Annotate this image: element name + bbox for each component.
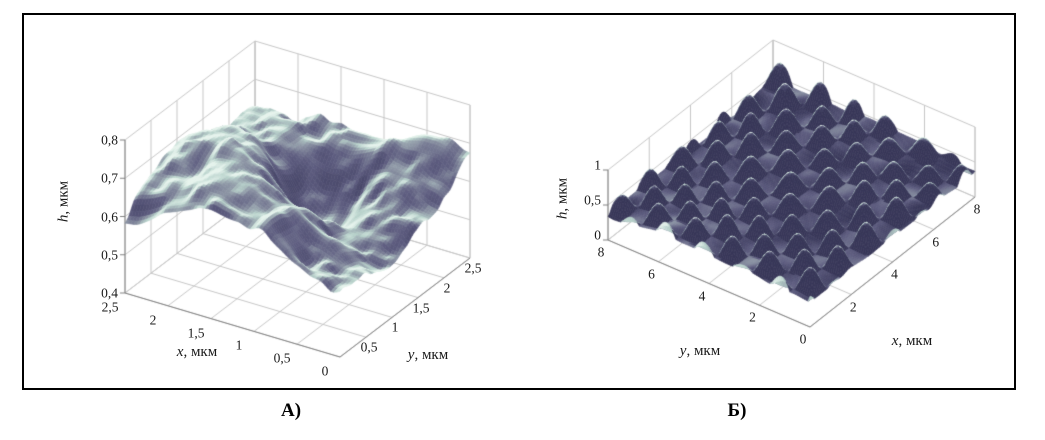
tick-label: 0,4 xyxy=(101,285,118,301)
tick-label: 0,7 xyxy=(101,170,118,186)
tick-label: 0,5 xyxy=(101,247,118,262)
tick-label: 2 xyxy=(443,280,451,296)
caption-panel-b: Б) xyxy=(727,400,747,421)
plot-b-z-axis-label: h, мкм xyxy=(554,159,571,239)
tick-label: 2 xyxy=(149,312,157,328)
tick-label: 2 xyxy=(749,309,756,325)
tick-label: 1,5 xyxy=(187,324,205,340)
tick-label: 1 xyxy=(594,157,601,173)
plot-a-z-axis-var: h xyxy=(55,214,72,223)
plot-b-z-axis-unit: , мкм xyxy=(554,177,571,212)
tick-label: 0 xyxy=(799,331,807,347)
tick-label: 1 xyxy=(391,319,399,335)
plot-a-y-axis-unit: , мкм xyxy=(414,347,449,363)
plot-b-y-axis-unit: , мкм xyxy=(686,343,721,359)
plot-a-x-axis-unit: , мкм xyxy=(183,344,218,360)
tick-label: 0,8 xyxy=(101,132,118,148)
plot-a-y-axis-label: y, мкм xyxy=(388,348,468,363)
tick-label: 2,5 xyxy=(101,299,119,315)
plot-a-z-axis-label: h, мкм xyxy=(55,162,72,242)
tick-label: 2,5 xyxy=(464,260,482,276)
plot-a-x-axis-label: x, мкм xyxy=(157,345,237,360)
tick-label: 8 xyxy=(597,244,605,260)
figure-border-box xyxy=(22,13,1016,390)
tick-label: 0 xyxy=(321,363,329,379)
tick-label: 0,5 xyxy=(584,192,601,208)
tick-label: 8 xyxy=(973,201,981,217)
plot-a-y-axis-var: y xyxy=(407,347,415,363)
plot-a-z-axis-unit: , мкм xyxy=(55,180,72,215)
tick-label: 0,6 xyxy=(101,208,118,224)
plot-b-y-axis-label: y, мкм xyxy=(660,344,740,359)
plot-b-x-axis-label: x, мкм xyxy=(872,334,952,349)
plot-b-y-axis-var: y xyxy=(679,343,687,359)
plot-b-x-axis-unit: , мкм xyxy=(898,333,933,349)
tick-label: 6 xyxy=(932,233,940,249)
tick-label: 1,5 xyxy=(412,299,430,315)
tick-label: 0 xyxy=(594,227,601,243)
tick-label: 4 xyxy=(891,266,898,282)
tick-label: 0,5 xyxy=(360,339,378,355)
tick-label: 6 xyxy=(648,266,655,281)
plot-b-z-axis-var: h xyxy=(554,211,571,220)
caption-panel-a: А) xyxy=(280,400,302,421)
tick-label: 2 xyxy=(849,298,857,314)
plot-b-x-axis-var: x xyxy=(891,333,899,349)
tick-label: 4 xyxy=(698,287,706,303)
tick-label: 1 xyxy=(235,337,243,353)
tick-label: 0,5 xyxy=(273,350,291,366)
plot-a-x-axis-var: x xyxy=(176,344,184,360)
